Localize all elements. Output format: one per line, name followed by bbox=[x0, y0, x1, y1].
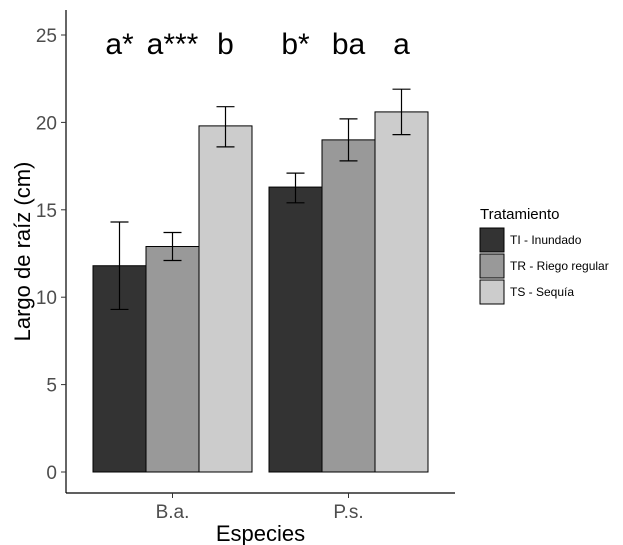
legend-key bbox=[479, 279, 505, 305]
significance-labels-layer: a* a*** b b* ba a bbox=[105, 28, 410, 61]
significance-label: ba bbox=[332, 28, 366, 61]
legend-label: TS - Sequía bbox=[510, 285, 574, 299]
legend-key bbox=[479, 227, 505, 253]
legend-key bbox=[479, 253, 505, 279]
significance-label: b bbox=[217, 28, 234, 61]
y-tick-label: 25 bbox=[36, 26, 57, 47]
x-tick-label: B.a. bbox=[156, 502, 190, 523]
y-tick-label: 10 bbox=[36, 288, 57, 309]
legend-title: Tratamiento bbox=[480, 206, 559, 223]
bar-Ps-1 bbox=[321, 139, 376, 473]
error-bars-layer bbox=[110, 88, 411, 311]
significance-label: a* bbox=[105, 28, 134, 61]
y-tick-label: 15 bbox=[36, 201, 57, 222]
x-axis-title: Especies bbox=[216, 521, 305, 545]
y-tick-label: 20 bbox=[36, 113, 57, 134]
axes-layer: 0 5 10 15 20 25 B.a. P.s. Especies Largo de raíz … bbox=[10, 10, 455, 545]
bar-Ba-2 bbox=[198, 125, 253, 473]
y-tick-label: 0 bbox=[46, 463, 57, 484]
bar-Ps-2 bbox=[374, 111, 429, 473]
legend: Tratamiento TI - Inundado TR - Riego regul… bbox=[479, 206, 609, 305]
y-tick-label: 5 bbox=[46, 376, 57, 397]
significance-label: a bbox=[393, 28, 410, 61]
x-tick-label: P.s. bbox=[333, 502, 363, 523]
legend-label: TI - Inundado bbox=[510, 233, 582, 247]
y-axis-title: Largo de raíz (cm) bbox=[10, 162, 35, 342]
bar-Ba-1 bbox=[145, 246, 200, 473]
legend-label: TR - Riego regular bbox=[510, 259, 609, 273]
bar-Ps-0 bbox=[268, 186, 323, 473]
significance-label: b* bbox=[281, 28, 310, 61]
bars-layer bbox=[92, 111, 429, 473]
significance-label: a*** bbox=[147, 28, 199, 61]
